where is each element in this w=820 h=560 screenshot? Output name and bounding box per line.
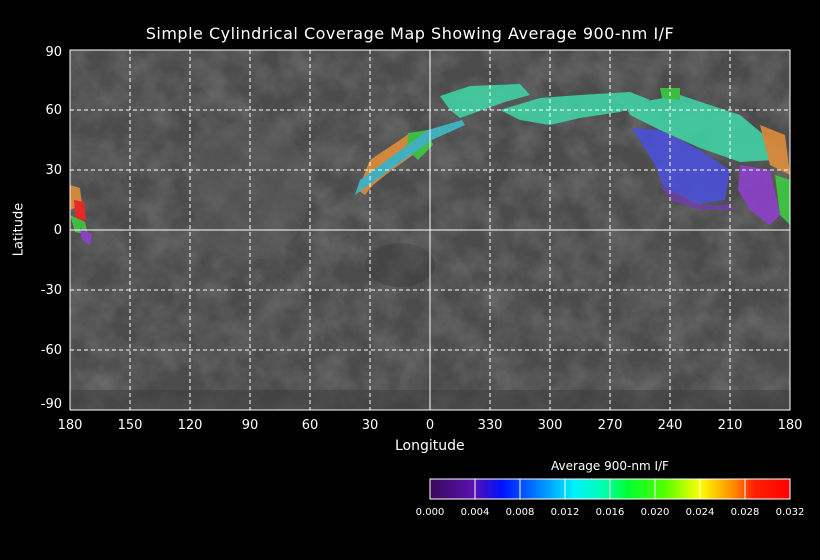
x-tick-label: 150 — [117, 418, 143, 433]
y-tick-label: 60 — [45, 103, 62, 118]
x-tick-label: 180 — [57, 418, 83, 433]
x-tick-label: 270 — [597, 418, 623, 433]
grid — [69, 49, 791, 411]
colorbar-tick-label: 0.008 — [505, 507, 535, 518]
x-tick-label: 30 — [361, 418, 379, 433]
coverage-patch — [74, 200, 86, 222]
coverage-patch — [775, 175, 790, 225]
colorbar-tick-label: 0.016 — [595, 507, 625, 518]
coverage-patch — [80, 228, 92, 245]
map-title: Simple Cylindrical Coverage Map Showing … — [145, 24, 675, 43]
colorbar-tick-label: 0.004 — [460, 507, 490, 518]
coverage-patch — [355, 120, 465, 195]
y-tick-label: -90 — [40, 397, 62, 412]
colorbar-title: Average 900-nm I/F — [551, 459, 669, 473]
coverage-patch — [738, 165, 780, 225]
y-axis-title: Latitude — [11, 202, 27, 257]
coverage-patch — [632, 128, 730, 205]
colorbar — [429, 478, 791, 500]
x-tick-label: 60 — [301, 418, 319, 433]
coverage-patch — [660, 185, 735, 210]
x-tick-label: 90 — [241, 418, 259, 433]
colorbar-tick-label: 0.012 — [550, 507, 580, 518]
x-axis-title: Longitude — [395, 438, 465, 454]
x-tick-label: 300 — [537, 418, 563, 433]
coverage-patch — [625, 95, 775, 162]
y-tick-label: -30 — [40, 283, 62, 298]
colorbar-tick-label: 0.000 — [415, 507, 445, 518]
y-tick-label: 90 — [45, 45, 62, 60]
colorbar-tick-label: 0.032 — [775, 507, 805, 518]
colorbar-tick-label: 0.028 — [730, 507, 760, 518]
x-tick-label: 330 — [477, 418, 503, 433]
colorbar-tick-label: 0.020 — [640, 507, 670, 518]
y-tick-label: 0 — [53, 223, 62, 238]
y-tick-label: -60 — [40, 343, 62, 358]
coverage-patch — [760, 125, 790, 175]
coverage-patch — [500, 92, 650, 125]
x-tick-label: 210 — [717, 418, 743, 433]
colorbar-tick-label: 0.024 — [685, 507, 715, 518]
x-tick-label: 180 — [777, 418, 803, 433]
x-tick-label: 120 — [177, 418, 203, 433]
x-tick-label: 0 — [425, 418, 435, 433]
x-tick-label: 240 — [657, 418, 683, 433]
axis-ticks — [69, 404, 791, 410]
y-tick-label: 30 — [45, 163, 62, 178]
